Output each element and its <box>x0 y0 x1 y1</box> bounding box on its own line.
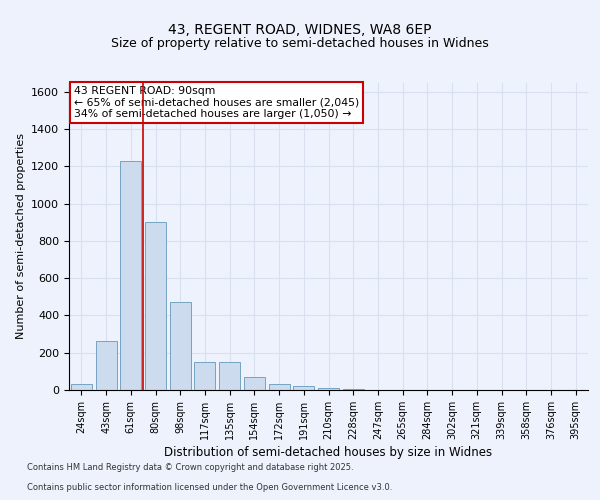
Text: 43 REGENT ROAD: 90sqm
← 65% of semi-detached houses are smaller (2,045)
34% of s: 43 REGENT ROAD: 90sqm ← 65% of semi-deta… <box>74 86 359 119</box>
Bar <box>120 161 141 390</box>
Bar <box>269 384 290 390</box>
Bar <box>343 389 364 390</box>
X-axis label: Distribution of semi-detached houses by size in Widnes: Distribution of semi-detached houses by … <box>164 446 493 459</box>
Bar <box>318 388 339 390</box>
Bar <box>95 340 116 390</box>
Text: Contains HM Land Registry data © Crown copyright and database right 2025.: Contains HM Land Registry data © Crown c… <box>27 464 353 472</box>
Bar <box>194 362 215 390</box>
Bar <box>293 386 314 390</box>
Y-axis label: Number of semi-detached properties: Number of semi-detached properties <box>16 133 26 339</box>
Bar <box>71 384 92 390</box>
Bar <box>219 362 240 390</box>
Text: Size of property relative to semi-detached houses in Widnes: Size of property relative to semi-detach… <box>111 38 489 51</box>
Bar <box>244 377 265 390</box>
Text: Contains public sector information licensed under the Open Government Licence v3: Contains public sector information licen… <box>27 484 392 492</box>
Bar <box>145 222 166 390</box>
Bar <box>170 302 191 390</box>
Text: 43, REGENT ROAD, WIDNES, WA8 6EP: 43, REGENT ROAD, WIDNES, WA8 6EP <box>168 22 432 36</box>
